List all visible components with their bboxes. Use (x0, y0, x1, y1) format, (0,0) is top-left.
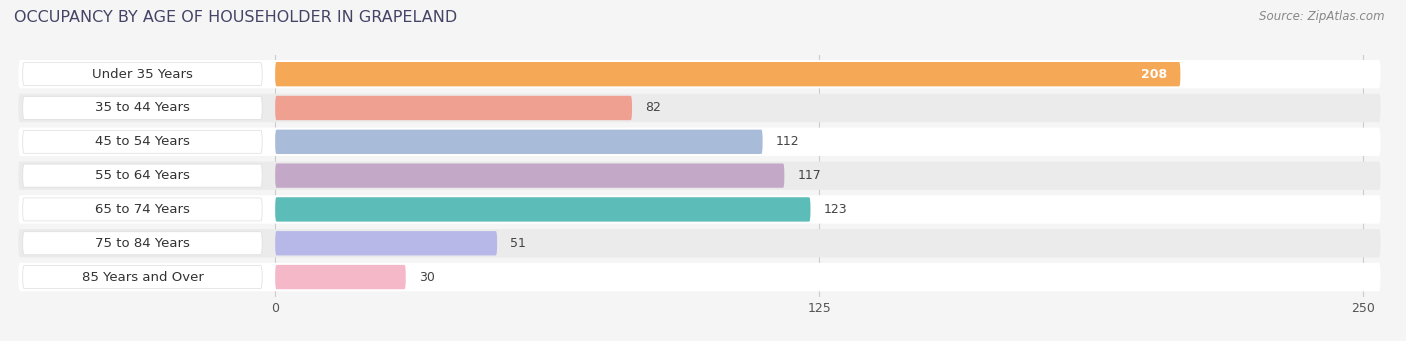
Text: 45 to 54 Years: 45 to 54 Years (96, 135, 190, 148)
Text: 123: 123 (824, 203, 848, 216)
Text: 117: 117 (797, 169, 821, 182)
FancyBboxPatch shape (22, 198, 262, 221)
Text: 208: 208 (1142, 68, 1167, 81)
FancyBboxPatch shape (276, 96, 633, 120)
Text: 30: 30 (419, 270, 434, 284)
FancyBboxPatch shape (276, 163, 785, 188)
Text: 75 to 84 Years: 75 to 84 Years (96, 237, 190, 250)
Text: OCCUPANCY BY AGE OF HOUSEHOLDER IN GRAPELAND: OCCUPANCY BY AGE OF HOUSEHOLDER IN GRAPE… (14, 10, 457, 25)
FancyBboxPatch shape (18, 128, 1381, 156)
FancyBboxPatch shape (276, 231, 498, 255)
Text: Source: ZipAtlas.com: Source: ZipAtlas.com (1260, 10, 1385, 23)
FancyBboxPatch shape (18, 60, 1381, 88)
Text: 35 to 44 Years: 35 to 44 Years (96, 102, 190, 115)
FancyBboxPatch shape (276, 197, 810, 222)
FancyBboxPatch shape (18, 229, 1381, 257)
Text: 112: 112 (776, 135, 799, 148)
FancyBboxPatch shape (18, 195, 1381, 224)
FancyBboxPatch shape (18, 94, 1381, 122)
Text: 85 Years and Over: 85 Years and Over (82, 270, 204, 284)
FancyBboxPatch shape (22, 164, 262, 187)
Text: Under 35 Years: Under 35 Years (91, 68, 193, 81)
Text: 82: 82 (645, 102, 661, 115)
FancyBboxPatch shape (22, 97, 262, 119)
Text: 55 to 64 Years: 55 to 64 Years (96, 169, 190, 182)
FancyBboxPatch shape (22, 63, 262, 86)
Text: 65 to 74 Years: 65 to 74 Years (96, 203, 190, 216)
FancyBboxPatch shape (276, 62, 1181, 86)
FancyBboxPatch shape (276, 130, 762, 154)
FancyBboxPatch shape (18, 263, 1381, 291)
Text: 51: 51 (510, 237, 526, 250)
FancyBboxPatch shape (22, 232, 262, 255)
FancyBboxPatch shape (18, 161, 1381, 190)
FancyBboxPatch shape (22, 266, 262, 288)
FancyBboxPatch shape (22, 130, 262, 153)
FancyBboxPatch shape (276, 265, 406, 289)
